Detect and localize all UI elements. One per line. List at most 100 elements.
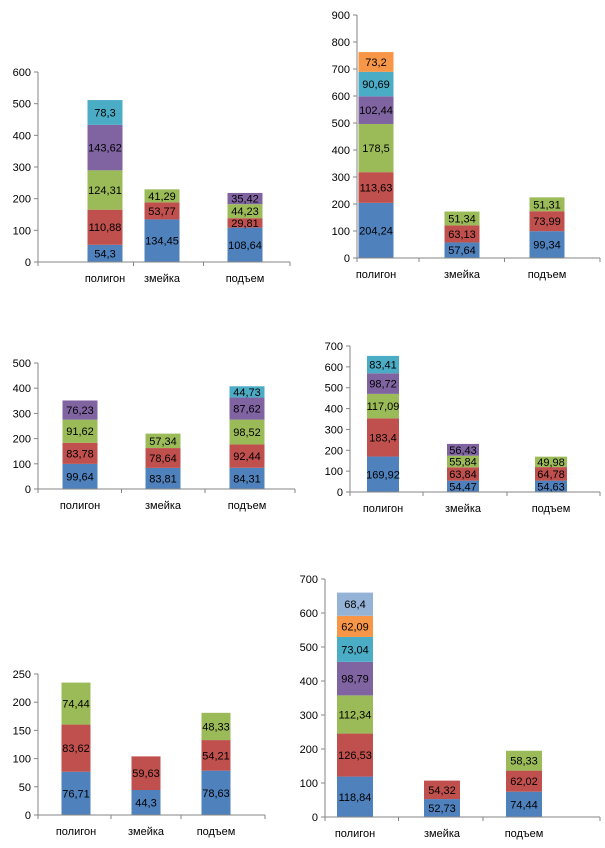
data-label: 62,02 [510, 776, 538, 788]
y-tick-label: 900 [332, 10, 350, 22]
y-tick-label: 0 [337, 487, 343, 499]
data-label: 54,32 [428, 785, 456, 797]
data-label: 78,64 [149, 453, 177, 465]
y-tick-label: 100 [325, 466, 343, 478]
data-label: 98,52 [233, 427, 261, 439]
category-label: подъем [532, 503, 571, 515]
data-label: 73,2 [365, 57, 386, 69]
data-label: 62,09 [341, 621, 369, 633]
data-label: 59,63 [132, 768, 160, 780]
bar-segment [358, 96, 394, 124]
bar-segment [144, 189, 180, 203]
bar-segment [367, 373, 399, 394]
y-tick-label: 400 [332, 145, 350, 157]
data-label: 63,13 [448, 229, 476, 241]
y-tick-label: 700 [325, 341, 343, 353]
y-tick-label: 0 [312, 812, 318, 824]
data-label: 126,53 [338, 750, 372, 762]
bar-segment [61, 724, 91, 772]
y-tick-label: 600 [13, 67, 31, 79]
y-tick-label: 600 [300, 608, 318, 620]
y-tick-label: 500 [332, 118, 350, 130]
data-label: 41,29 [148, 191, 176, 203]
data-label: 134,45 [145, 236, 179, 248]
bar-segment [337, 592, 373, 616]
category-label: подъем [528, 269, 567, 281]
bar-segment [131, 756, 161, 791]
category-label: змейка [445, 503, 482, 515]
data-label: 83,81 [149, 473, 177, 485]
data-label: 51,31 [533, 199, 561, 211]
y-tick-label: 200 [13, 434, 31, 446]
y-tick-label: 100 [300, 778, 318, 790]
data-label: 51,34 [448, 213, 476, 225]
bar-segment [229, 419, 265, 445]
data-label: 183,4 [369, 432, 397, 444]
chart-4: 0 100 200 300 400 500 600 700 169,92 183,4 117,09 9… [305, 338, 605, 520]
bar-segment [62, 400, 98, 420]
bar-segment [529, 231, 565, 258]
y-tick-label: 800 [332, 37, 350, 49]
bar-segment [227, 204, 263, 219]
data-label: 54,3 [94, 248, 115, 260]
bar-segment [447, 467, 479, 481]
data-label: 98,79 [341, 674, 369, 686]
category-label: подъем [197, 826, 236, 838]
data-label: 63,84 [449, 469, 477, 481]
bar-segment [145, 433, 181, 449]
bar-segment [506, 770, 542, 792]
bar-segment [367, 456, 399, 492]
data-label: 29,81 [231, 218, 259, 230]
y-tick-label: 0 [25, 484, 31, 496]
data-label: 92,44 [233, 451, 261, 463]
category-label: подъем [228, 500, 267, 512]
y-tick-label: 500 [13, 99, 31, 111]
y-tick-label: 500 [300, 642, 318, 654]
y-tick-label: 400 [13, 383, 31, 395]
bar-segment [444, 225, 480, 243]
data-label: 112,34 [339, 709, 372, 721]
chart-5-svg: 0 50 100 150 200 250 76,71 83,62 74,44 44,3 59,63 7… [13, 669, 266, 838]
bar-segment [367, 393, 399, 419]
chart-1-svg: 0 100 200 300 400 500 600 54,3 110,88 124,31 143,6… [13, 67, 291, 285]
data-label: 113,63 [360, 183, 393, 195]
bar-segment [358, 71, 394, 97]
data-label: 49,98 [537, 457, 565, 469]
bar-segment [506, 791, 542, 817]
data-label: 76,23 [66, 405, 94, 417]
category-label: полигон [85, 273, 125, 285]
category-label: змейка [145, 500, 182, 512]
bar-segment [367, 355, 399, 374]
data-label: 74,44 [62, 699, 90, 711]
data-label: 83,78 [66, 448, 94, 460]
chart-3: 0 100 200 300 400 500 99,64 83,78 91,62 76,23 83,8… [0, 352, 300, 520]
chart-6-svg: 0 100 200 300 400 500 600 700 118,84 126,53 112,34… [300, 574, 601, 840]
data-label: 52,73 [428, 803, 456, 815]
y-tick-label: 100 [332, 226, 350, 238]
bar-segment [358, 123, 394, 173]
y-tick-label: 300 [13, 162, 31, 174]
y-tick-label: 0 [344, 253, 350, 265]
data-label: 99,34 [533, 240, 561, 252]
bar-segment [424, 799, 460, 817]
bar-segment [337, 776, 373, 817]
chart-1: 0 100 200 300 400 500 600 54,3 110,88 124,31 143,6… [0, 55, 300, 295]
bar-segment [145, 448, 181, 468]
y-tick-label: 250 [13, 669, 31, 681]
bar-segment [424, 780, 460, 800]
data-label: 178,5 [362, 143, 390, 155]
bar-segment [529, 197, 565, 212]
bar-segment [87, 170, 123, 210]
bar-segment [337, 615, 373, 637]
bar-segment [447, 455, 479, 468]
category-label: подъем [505, 828, 544, 840]
data-label: 76,71 [62, 788, 90, 800]
bar-segment [535, 480, 567, 492]
data-label: 57,34 [149, 436, 177, 448]
bar-segment [87, 124, 123, 171]
data-label: 73,99 [533, 216, 561, 228]
y-tick-label: 300 [13, 408, 31, 420]
bar-segment [87, 100, 123, 125]
bar-segment [535, 467, 567, 481]
bar-segment [145, 467, 181, 489]
